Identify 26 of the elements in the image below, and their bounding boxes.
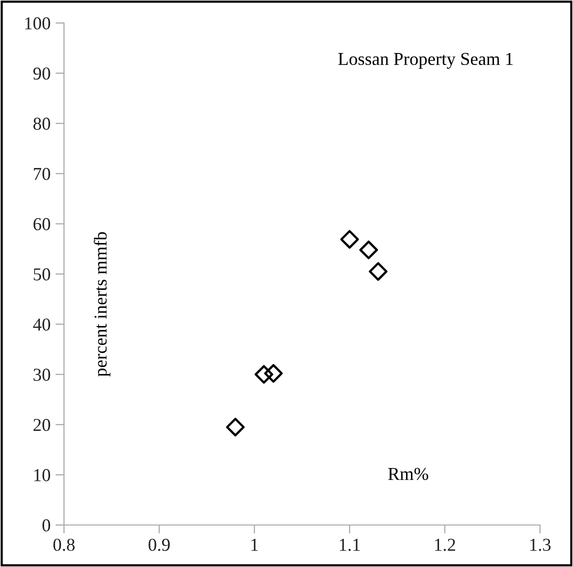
y-tick-label: 20 — [34, 418, 50, 432]
y-tick-label: 10 — [34, 469, 50, 482]
x-tick-label: 1.2 — [435, 538, 456, 551]
x-tick-label: 0.9 — [148, 538, 170, 551]
y-tick-label: 60 — [34, 218, 50, 230]
x-axis-title: Rm% — [388, 468, 428, 480]
y-tick-label: 40 — [33, 318, 50, 331]
y-tick-label: 100 — [25, 17, 50, 30]
point — [368, 262, 388, 281]
x-tick-label: 1.3 — [530, 538, 551, 551]
point — [359, 240, 378, 260]
x-tick-label: 0.8 — [53, 538, 75, 551]
x-tick-label: 1 — [251, 538, 258, 551]
point — [340, 230, 359, 249]
y-tick-label: 0 — [42, 519, 50, 532]
text: Lossan Property Seam 1 — [338, 52, 513, 69]
y-tick-label: 80 — [33, 118, 50, 130]
y-tick-label: 90 — [33, 67, 50, 80]
y-tick-label: 70 — [34, 168, 50, 180]
y-tick-label: 30 — [34, 368, 50, 381]
x-tick-label: 1.1 — [340, 538, 360, 551]
point — [264, 364, 283, 383]
point — [254, 365, 274, 384]
y-axis-title: percent inerts mmfb — [94, 232, 110, 377]
point — [226, 418, 245, 436]
y-tick-label: 50 — [34, 268, 50, 280]
